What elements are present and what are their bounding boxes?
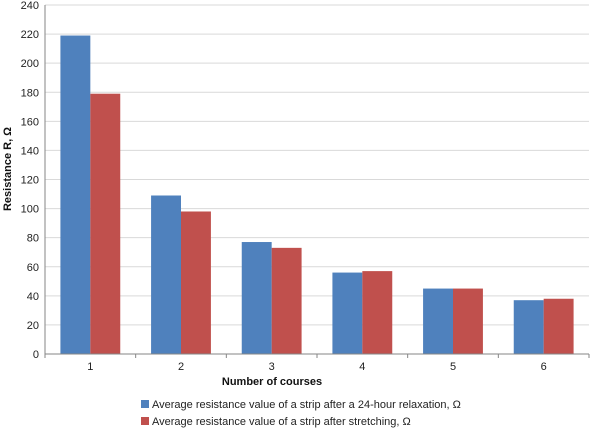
x-tick-label: 2 [178,361,184,373]
x-tick-label: 6 [541,361,547,373]
bar-series-2-course-3 [271,247,302,354]
bar-series-1-course-3 [241,242,272,354]
y-tick-label: 0 [33,349,39,361]
legend: Average resistance value of a strip afte… [141,399,461,428]
y-tick-label: 120 [21,175,39,187]
gridlines [45,4,589,326]
x-axis-title: Number of courses [222,376,322,388]
y-tick-label: 60 [27,262,39,274]
legend-label-series-1: Average resistance value of a strip afte… [152,399,461,411]
y-tick-label: 220 [21,29,39,41]
y-tick-label: 160 [21,116,39,128]
bar-series-2-course-4 [362,271,393,354]
y-tick-label: 80 [27,233,39,245]
bar-series-2-course-5 [453,288,483,354]
y-tick-label: 240 [21,0,39,12]
y-tick-labels: 0 20 40 60 80 100 120 140 160 180 200 220 240 [21,0,39,361]
axes [44,5,590,358]
y-axis-title: Resistance R, Ω [2,127,14,211]
legend-swatch-series-2 [141,417,149,425]
bar-series-2-course-6 [543,298,574,354]
y-tick-label: 100 [21,204,39,216]
bar-series-1-course-1 [60,35,91,354]
y-tick-label: 200 [21,58,39,70]
y-tick-label: 20 [27,320,39,332]
x-tick-labels: 1 2 3 4 5 6 [87,361,546,373]
bar-series-1-course-4 [332,272,363,354]
x-tick-label: 1 [87,361,93,373]
x-tick-label: 3 [269,361,275,373]
bar-series-1-course-6 [513,300,544,354]
bar-series-1-course-5 [423,288,453,354]
bars [60,35,574,355]
y-tick-label: 140 [21,145,39,157]
x-tick-label: 5 [450,361,456,373]
legend-label-series-2: Average resistance value of a strip afte… [152,416,411,428]
bar-series-2-course-1 [90,93,121,355]
y-tick-label: 180 [21,87,39,99]
bar-series-1-course-2 [151,195,181,354]
legend-swatch-series-1 [141,400,149,408]
bar-series-2-course-2 [181,211,211,354]
y-tick-label: 40 [27,291,39,303]
x-tick-label: 4 [359,361,365,373]
